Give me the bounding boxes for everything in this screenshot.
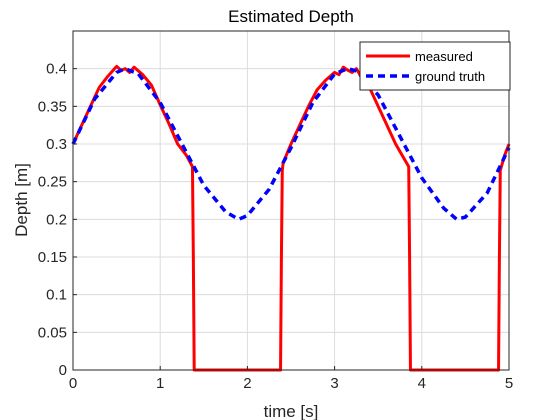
y-tick-label: 0.4 — [46, 61, 67, 78]
y-tick-label: 0.2 — [46, 211, 67, 228]
y-tick-label: 0 — [59, 362, 67, 379]
y-tick-label: 0.1 — [46, 287, 67, 304]
y-tick-label: 0.25 — [38, 174, 67, 191]
x-tick-label: 4 — [418, 375, 426, 392]
x-axis-label: time [s] — [264, 402, 319, 420]
x-tick-label: 0 — [69, 375, 77, 392]
x-tick-label: 5 — [505, 375, 513, 392]
legend-box — [359, 41, 511, 91]
x-tick-label: 2 — [243, 375, 251, 392]
legend-entry-ground-truth: ground truth — [415, 69, 485, 84]
grid-lines — [72, 31, 510, 371]
y-tick-label: 0.15 — [38, 249, 67, 266]
series-layer — [71, 64, 511, 372]
x-tick-label: 3 — [330, 375, 338, 392]
tick-labels: 0 1 2 3 4 5 0 0.05 0.1 0.15 0.2 0.25 0.3 0.35 0.4 — [38, 61, 513, 392]
chart-title: Estimated Depth — [228, 7, 354, 26]
y-tick-label: 0.05 — [38, 324, 67, 341]
y-axis-label: Depth [m] — [12, 163, 31, 237]
legend: measured ground truth — [359, 41, 511, 91]
plot-frame — [72, 30, 510, 371]
y-tick-label: 0.3 — [46, 136, 67, 153]
series-line-ground-truth — [71, 66, 511, 222]
series-line-measured — [71, 64, 511, 372]
legend-entry-measured: measured — [415, 49, 473, 64]
x-tick-label: 1 — [156, 375, 164, 392]
tick-marks — [72, 68, 510, 371]
y-tick-label: 0.35 — [38, 98, 67, 115]
